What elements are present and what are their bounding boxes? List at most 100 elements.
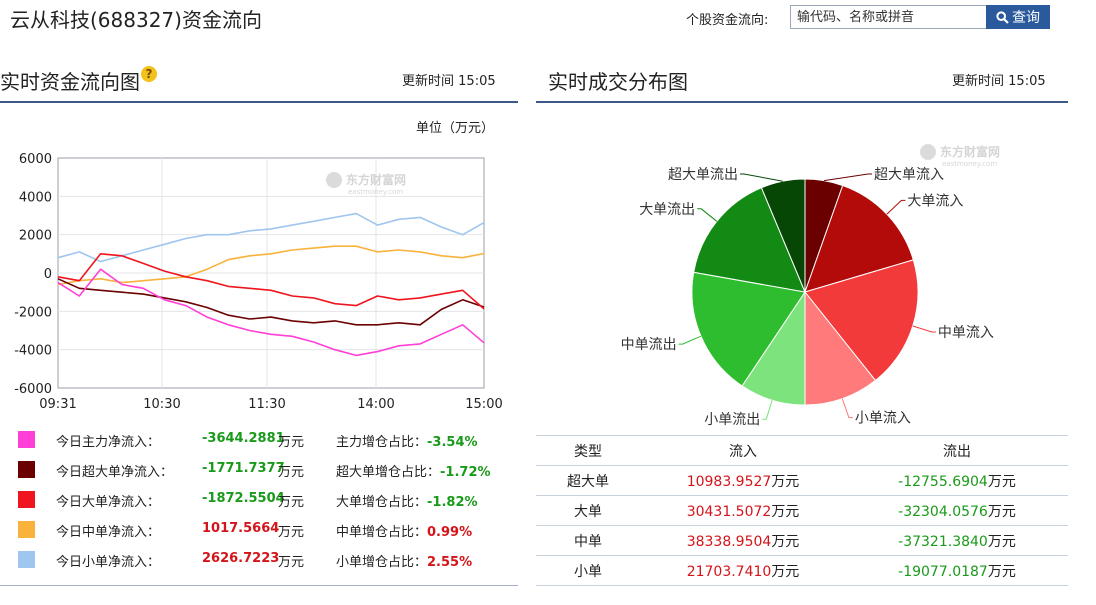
y-tick-label: -2000 <box>14 305 52 320</box>
watermark-text: 东方财富网 <box>346 172 406 187</box>
series-line <box>57 253 485 310</box>
pie-label: 中单流入 <box>938 325 994 341</box>
left-update-label: 更新时间 <box>402 74 455 89</box>
y-tick-label: 0 <box>44 267 52 282</box>
series-line <box>57 278 485 326</box>
flow-chart-title-text: 实时资金流向图 <box>0 70 140 94</box>
header-type: 类型 <box>536 435 640 466</box>
legend-row: 今日主力净流入： -3644.2881 万元 主力增仓占比：-3.54% <box>0 425 518 455</box>
legend-value: -1872.5504 <box>202 491 285 506</box>
row-outflow: -37321.3840万元 <box>846 525 1068 556</box>
inflow-unit: 万元 <box>771 503 800 520</box>
series-line <box>57 268 485 357</box>
pie-label-line <box>824 173 872 182</box>
legend-label: 今日中单净流入： <box>56 525 161 540</box>
legend-ratio-label: 主力增仓占比： <box>336 435 428 450</box>
outflow-unit: 万元 <box>987 533 1016 550</box>
search-icon <box>996 10 1009 24</box>
y-tick-label: 2000 <box>19 229 52 244</box>
outflow-value: -32304.0576 <box>898 503 988 520</box>
right-update-time: 更新时间 15:05 <box>952 70 1046 89</box>
table-row: 中单 38338.9504万元 -37321.3840万元 <box>536 525 1068 556</box>
search-input[interactable] <box>790 5 990 29</box>
pie-slice[interactable] <box>691 271 806 387</box>
series-line <box>57 212 485 263</box>
legend-ratio-value: 2.55% <box>427 555 473 570</box>
left-divider <box>0 101 518 103</box>
legend-ratio-label: 小单增仓占比： <box>336 555 428 570</box>
pie-watermark-text: 东方财富网 <box>940 144 1000 159</box>
header-outflow: 流出 <box>846 435 1068 466</box>
y-tick-label: -6000 <box>14 382 52 397</box>
legend-swatch <box>18 431 35 448</box>
legend-row: 今日小单净流入： 2626.7223 万元 小单增仓占比：2.55% <box>0 545 518 575</box>
legend-label: 今日主力净流入： <box>56 435 161 450</box>
pie-slice[interactable] <box>804 290 877 406</box>
legend-ratio: 大单增仓占比：-1.82% <box>336 491 478 510</box>
watermark-sub: eastmoney.com <box>348 188 403 196</box>
table-row: 大单 30431.5072万元 -32304.0576万元 <box>536 495 1068 526</box>
legend-unit: 万元 <box>278 555 305 570</box>
pie-label: 大单流入 <box>907 193 963 209</box>
y-tick-label: -4000 <box>14 344 52 359</box>
outflow-unit: 万元 <box>987 563 1016 580</box>
legend-swatch <box>18 521 35 538</box>
row-inflow: 10983.9527万元 <box>640 465 846 496</box>
right-divider <box>536 101 1068 103</box>
legend-swatch <box>18 551 35 568</box>
pie-label: 中单流出 <box>621 337 677 353</box>
pie-slice[interactable] <box>804 184 914 293</box>
legend-value: 2626.7223 <box>202 551 280 566</box>
x-tick-label: 14:00 <box>357 397 394 412</box>
outflow-value: -37321.3840 <box>898 533 988 550</box>
legend-ratio-label: 中单增仓占比： <box>336 525 428 540</box>
outflow-unit: 万元 <box>987 503 1016 520</box>
pie-label: 小单流出 <box>704 412 760 428</box>
row-type: 中单 <box>536 525 640 556</box>
search-button-label: 查询 <box>1012 10 1040 26</box>
legend-ratio-value: -1.82% <box>427 495 478 510</box>
inflow-value: 10983.9527 <box>686 473 772 490</box>
search-button[interactable]: 查询 <box>986 5 1050 29</box>
legend-label: 今日大单净流入： <box>56 495 161 510</box>
outflow-value: -19077.0187 <box>898 563 988 580</box>
x-tick-label: 11:30 <box>248 397 285 412</box>
legend-unit: 万元 <box>278 435 305 450</box>
legend-value: 1017.5664 <box>202 521 280 536</box>
help-icon[interactable]: ? <box>141 66 157 82</box>
outflow-value: -12755.6904 <box>898 473 988 490</box>
legend-ratio-value: -1.72% <box>440 465 491 480</box>
row-outflow: -32304.0576万元 <box>846 495 1068 526</box>
legend-swatch <box>18 461 35 478</box>
pie-label-line <box>886 199 906 215</box>
pie-label-line <box>762 399 773 420</box>
pie-watermark-sub: eastmoney.com <box>942 160 997 168</box>
row-type: 大单 <box>536 495 640 526</box>
row-inflow: 38338.9504万元 <box>640 525 846 556</box>
left-update-time: 更新时间 15:05 <box>402 70 496 89</box>
right-update-label: 更新时间 <box>952 74 1005 89</box>
inflow-unit: 万元 <box>771 473 800 490</box>
page-title: 云从科技(688327)资金流向 <box>10 8 262 32</box>
table-header-row: 类型 流入 流出 <box>536 435 1068 466</box>
legend-ratio: 超大单增仓占比：-1.72% <box>336 461 491 480</box>
x-tick-label: 15:00 <box>465 397 502 412</box>
pie-label-line <box>740 173 783 182</box>
legend-label: 今日超大单净流入： <box>56 465 174 480</box>
pie-label-line <box>841 398 853 419</box>
left-update-value: 15:05 <box>458 74 496 89</box>
pie-slice[interactable] <box>693 187 806 293</box>
inflow-value: 30431.5072 <box>686 503 772 520</box>
legend-row: 今日大单净流入： -1872.5504 万元 大单增仓占比：-1.82% <box>0 485 518 515</box>
distribution-table: 类型 流入 流出 超大单 10983.9527万元 -12755.6904万元 大单 3… <box>536 435 1068 586</box>
pie-slice[interactable] <box>804 259 919 382</box>
series-line <box>57 245 485 286</box>
pie-slice[interactable] <box>760 178 806 293</box>
legend-value: -3644.2881 <box>202 431 285 446</box>
legend-swatch <box>18 491 35 508</box>
inflow-value: 21703.7410 <box>686 563 772 580</box>
legend-label: 今日小单净流入： <box>56 555 161 570</box>
row-type: 小单 <box>536 555 640 586</box>
legend-ratio: 主力增仓占比：-3.54% <box>336 431 478 450</box>
